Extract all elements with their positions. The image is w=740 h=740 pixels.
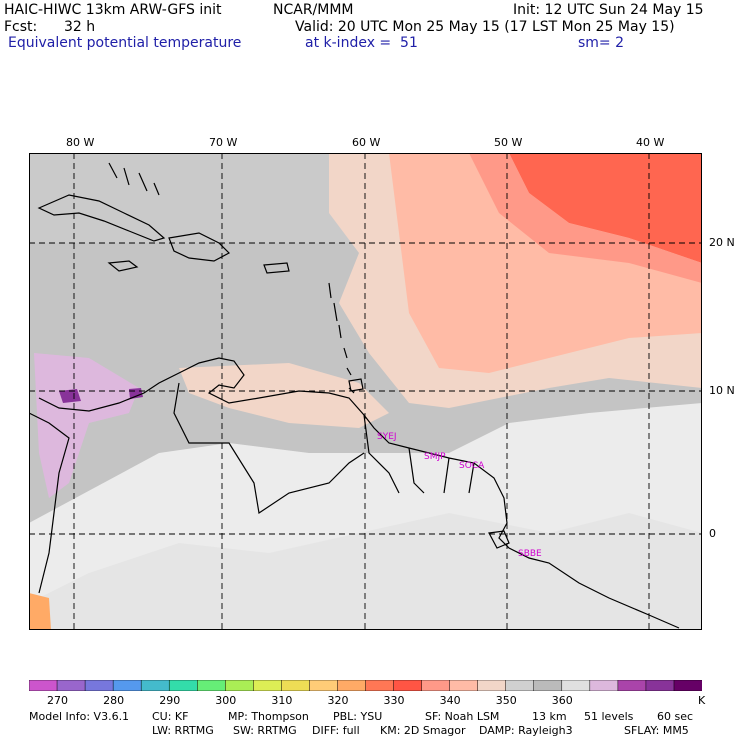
colorbar-swatch	[113, 680, 142, 691]
forecast-label: Fcst:	[4, 19, 37, 35]
footer-pbl: PBL: YSU	[333, 711, 382, 723]
footer-sf: SF: Noah LSM	[425, 711, 499, 723]
footer-mp: MP: Thompson	[228, 711, 309, 723]
colorbar-tick-label: 340	[440, 695, 461, 707]
colorbar-swatch	[450, 680, 479, 691]
field-name: Equivalent potential temperature	[8, 35, 241, 51]
colorbar-swatch	[253, 680, 282, 691]
footer-model-info: Model Info: V3.6.1	[29, 711, 129, 723]
colorbar-swatch	[618, 680, 647, 691]
footer-levels: 51 levels	[584, 711, 633, 723]
colorbar-swatch	[366, 680, 395, 691]
colorbar-swatch	[57, 680, 86, 691]
station-label: SBBE	[518, 549, 542, 559]
lon-label-60w: 60 W	[352, 137, 380, 149]
colorbar-swatch	[674, 680, 702, 691]
colorbar-swatch	[590, 680, 619, 691]
footer-sw: SW: RRTMG	[233, 725, 297, 737]
footer-resolution: 13 km	[532, 711, 567, 723]
station-label: SYEJ	[377, 432, 397, 442]
colorbar-tick-label: 270	[47, 695, 68, 707]
footer-sflay: SFLAY: MM5	[624, 725, 689, 737]
colorbar-tick-label: 290	[159, 695, 180, 707]
init-time: Init: 12 UTC Sun 24 May 15	[513, 2, 704, 18]
colorbar-swatch	[85, 680, 114, 691]
footer-diff: DIFF: full	[312, 725, 360, 737]
colorbar-swatch	[337, 680, 366, 691]
lat-label-20n: 20 N	[709, 237, 735, 249]
colorbar-swatch	[422, 680, 451, 691]
lon-label-80w: 80 W	[66, 137, 94, 149]
footer-timestep: 60 sec	[657, 711, 693, 723]
lat-label-0: 0	[709, 528, 716, 540]
colorbar-swatch	[562, 680, 591, 691]
colorbar-swatch	[29, 680, 58, 691]
lon-label-50w: 50 W	[494, 137, 522, 149]
colorbar-swatch	[309, 680, 338, 691]
colorbar-swatch	[281, 680, 310, 691]
station-label: SMJP	[424, 452, 446, 462]
colorbar-tick-label: 320	[327, 695, 348, 707]
colorbar-tick-label: 280	[103, 695, 124, 707]
footer-km: KM: 2D Smagor	[380, 725, 466, 737]
colorbar-swatch	[169, 680, 198, 691]
lon-label-70w: 70 W	[209, 137, 237, 149]
southwest-warm-corner	[29, 593, 51, 630]
footer-damp: DAMP: Rayleigh3	[479, 725, 573, 737]
colorbar-tick-label: 330	[384, 695, 405, 707]
colorbar-tick-label: 310	[271, 695, 292, 707]
colorbar-swatch	[478, 680, 507, 691]
lat-label-10n: 10 N	[709, 385, 735, 397]
footer-cu: CU: KF	[152, 711, 188, 723]
org-label: NCAR/MMM	[273, 2, 354, 18]
colorbar-swatch	[141, 680, 170, 691]
valid-time: Valid: 20 UTC Mon 25 May 15 (17 LST Mon …	[295, 19, 675, 35]
colorbar	[29, 680, 702, 691]
colorbar-tick-label: 350	[496, 695, 517, 707]
colorbar-tick-label: 300	[215, 695, 236, 707]
colorbar-swatch	[534, 680, 563, 691]
colorbar-swatch	[646, 680, 675, 691]
level-label: at k-index = 51	[305, 35, 418, 51]
station-label: SOCA	[459, 461, 484, 471]
theta-e-map	[29, 153, 702, 630]
smoothing-label: sm= 2	[578, 35, 624, 51]
forecast-hour: 32 h	[64, 19, 95, 35]
lon-label-40w: 40 W	[636, 137, 664, 149]
colorbar-swatch	[506, 680, 535, 691]
colorbar-tick-label: 360	[552, 695, 573, 707]
colorbar-units: K	[698, 695, 705, 707]
colorbar-swatch	[394, 680, 423, 691]
model-title: HAIC-HIWC 13km ARW-GFS init	[4, 2, 222, 18]
footer-lw: LW: RRTMG	[152, 725, 214, 737]
colorbar-swatch	[197, 680, 226, 691]
colorbar-swatch	[225, 680, 254, 691]
